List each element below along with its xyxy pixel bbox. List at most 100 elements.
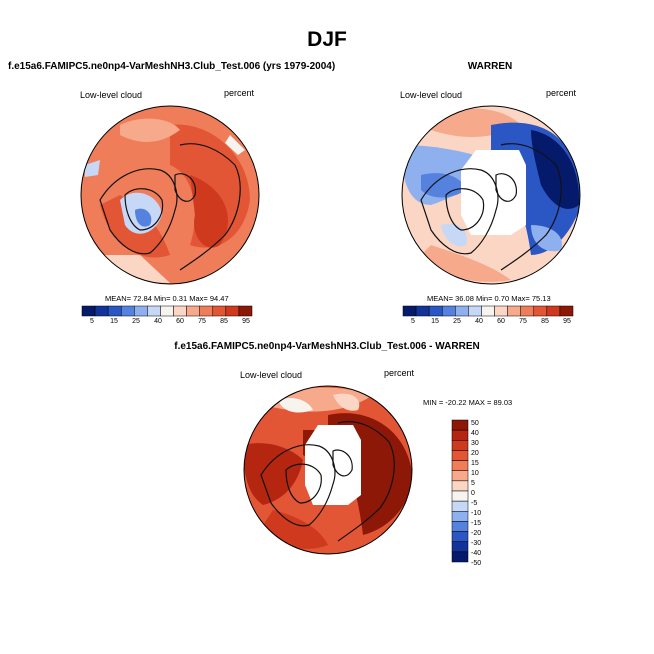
colorbar-2-tick: 40	[475, 318, 483, 325]
map-1-neutral-patch	[225, 135, 245, 155]
colorbar-swatch	[173, 305, 187, 317]
colorbar-swatch	[451, 470, 469, 482]
panel-1-title: f.e15a6.FAMIPC5.ne0np4-VarMeshNH3.Club_T…	[8, 61, 336, 72]
colorbar-swatch	[533, 305, 548, 317]
map-3-america-field	[244, 443, 303, 505]
panel-3-stats: MIN = -20.22 MAX = 89.03	[423, 398, 513, 407]
colorbar-swatch	[428, 305, 443, 317]
map-2-border	[401, 105, 581, 285]
map-1-atlantic-field	[120, 118, 180, 142]
colorbar-swatch	[546, 305, 561, 317]
colorbar-swatch	[402, 305, 417, 317]
colorbar-2-tick: 75	[519, 318, 527, 325]
panel-1-variable-label: Low-level cloud	[80, 90, 143, 100]
colorbar-3-tick: -10	[471, 510, 482, 517]
colorbar-swatch	[451, 521, 469, 532]
colorbar-swatch	[451, 541, 469, 553]
panel-3-variable-label: Low-level cloud	[240, 370, 303, 380]
map-3-border	[243, 385, 413, 555]
colorbar-swatch	[441, 305, 456, 317]
colorbar-swatch	[238, 305, 253, 317]
colorbar-3-tick: 5	[471, 480, 475, 487]
panel-1-colorbar	[81, 305, 253, 317]
colorbar-swatch	[120, 305, 135, 317]
colorbar-3-tick: 40	[471, 430, 479, 437]
map-2-polar-gap	[461, 150, 526, 235]
panel-1-units-label: percent	[224, 88, 255, 98]
map-1-greenland-core	[135, 208, 152, 227]
map-2-pacific-blue	[531, 225, 562, 252]
map-3-light-patch	[333, 393, 360, 411]
colorbar-swatch	[494, 305, 508, 317]
colorbar-2-tick: 5	[411, 318, 415, 325]
colorbar-swatch	[481, 305, 495, 317]
colorbar-swatch	[559, 305, 574, 317]
map-2-siberia-field	[531, 130, 580, 209]
colorbar-swatch	[520, 305, 535, 317]
colorbar-swatch	[186, 305, 200, 317]
panel-3-title: f.e15a6.FAMIPC5.ne0np4-VarMeshNH3.Club_T…	[174, 341, 480, 352]
colorbar-swatch	[212, 305, 227, 317]
colorbar-swatch	[451, 551, 469, 563]
colorbar-2-tick: 85	[541, 318, 549, 325]
map-2-coastlines	[420, 143, 562, 271]
map-3-coastlines	[260, 421, 395, 542]
colorbar-swatch	[468, 305, 482, 317]
panel-3-units-label: percent	[384, 368, 415, 378]
map-2-pacific-field	[421, 245, 511, 282]
colorbar-3-tick: -30	[471, 540, 482, 547]
colorbar-swatch	[160, 305, 174, 317]
colorbar-3-tick: -15	[471, 520, 482, 527]
colorbar-2-tick: 95	[563, 318, 571, 325]
panel-3-colorbar	[451, 419, 469, 563]
colorbar-swatch	[451, 511, 469, 522]
colorbar-swatch	[199, 305, 214, 317]
map-1-border	[80, 105, 260, 285]
panel-1-stats: MEAN= 72.84 Min= 0.31 Max= 94.47	[105, 294, 229, 303]
colorbar-swatch	[451, 450, 469, 461]
colorbar-3-tick: -5	[471, 500, 478, 507]
colorbar-3-tick: -40	[471, 550, 482, 557]
colorbar-swatch	[451, 440, 469, 451]
colorbar-swatch	[451, 480, 469, 492]
colorbar-swatch	[455, 305, 469, 317]
colorbar-3-tick: 0	[471, 490, 475, 497]
map-3-neutral-patch	[278, 398, 313, 413]
map-2-america-core	[421, 173, 466, 198]
colorbar-swatch	[451, 490, 469, 502]
colorbar-swatch	[451, 531, 469, 542]
colorbar-3-tick: -20	[471, 530, 482, 537]
colorbar-1-tick: 25	[132, 318, 140, 325]
colorbar-1-tick: 75	[198, 318, 206, 325]
colorbar-3-tick: 30	[471, 440, 479, 447]
panel-2-polar-map	[401, 105, 581, 285]
figure-title: DJF	[307, 28, 347, 51]
colorbar-3-tick: 20	[471, 450, 479, 457]
map-1-blue-patch	[85, 160, 100, 177]
colorbar-swatch	[451, 460, 469, 471]
colorbar-1-tick: 5	[90, 318, 94, 325]
colorbar-1-tick: 60	[176, 318, 184, 325]
panel-2-title: WARREN	[467, 61, 513, 72]
colorbar-swatch	[134, 305, 148, 317]
colorbar-swatch	[507, 305, 521, 317]
colorbar-swatch	[94, 305, 109, 317]
map-1-siberia-field	[190, 175, 229, 248]
colorbar-2-tick: 25	[453, 318, 461, 325]
colorbar-swatch	[451, 500, 469, 512]
colorbar-swatch	[147, 305, 161, 317]
colorbar-1-tick: 85	[220, 318, 228, 325]
colorbar-1-tick: 15	[110, 318, 118, 325]
colorbar-1-tick: 95	[242, 318, 250, 325]
panel-2-stats: MEAN= 36.08 Min= 0.70 Max= 75.13	[427, 294, 551, 303]
colorbar-swatch	[451, 429, 469, 441]
colorbar-swatch	[415, 305, 430, 317]
colorbar-3-tick: 15	[471, 460, 479, 467]
panel-1-polar-map	[80, 105, 260, 285]
colorbar-swatch	[451, 419, 469, 431]
colorbar-3-tick: -50	[471, 560, 482, 567]
colorbar-3-tick: 50	[471, 420, 479, 427]
panel-3-polar-map	[243, 385, 413, 555]
colorbar-swatch	[81, 305, 96, 317]
